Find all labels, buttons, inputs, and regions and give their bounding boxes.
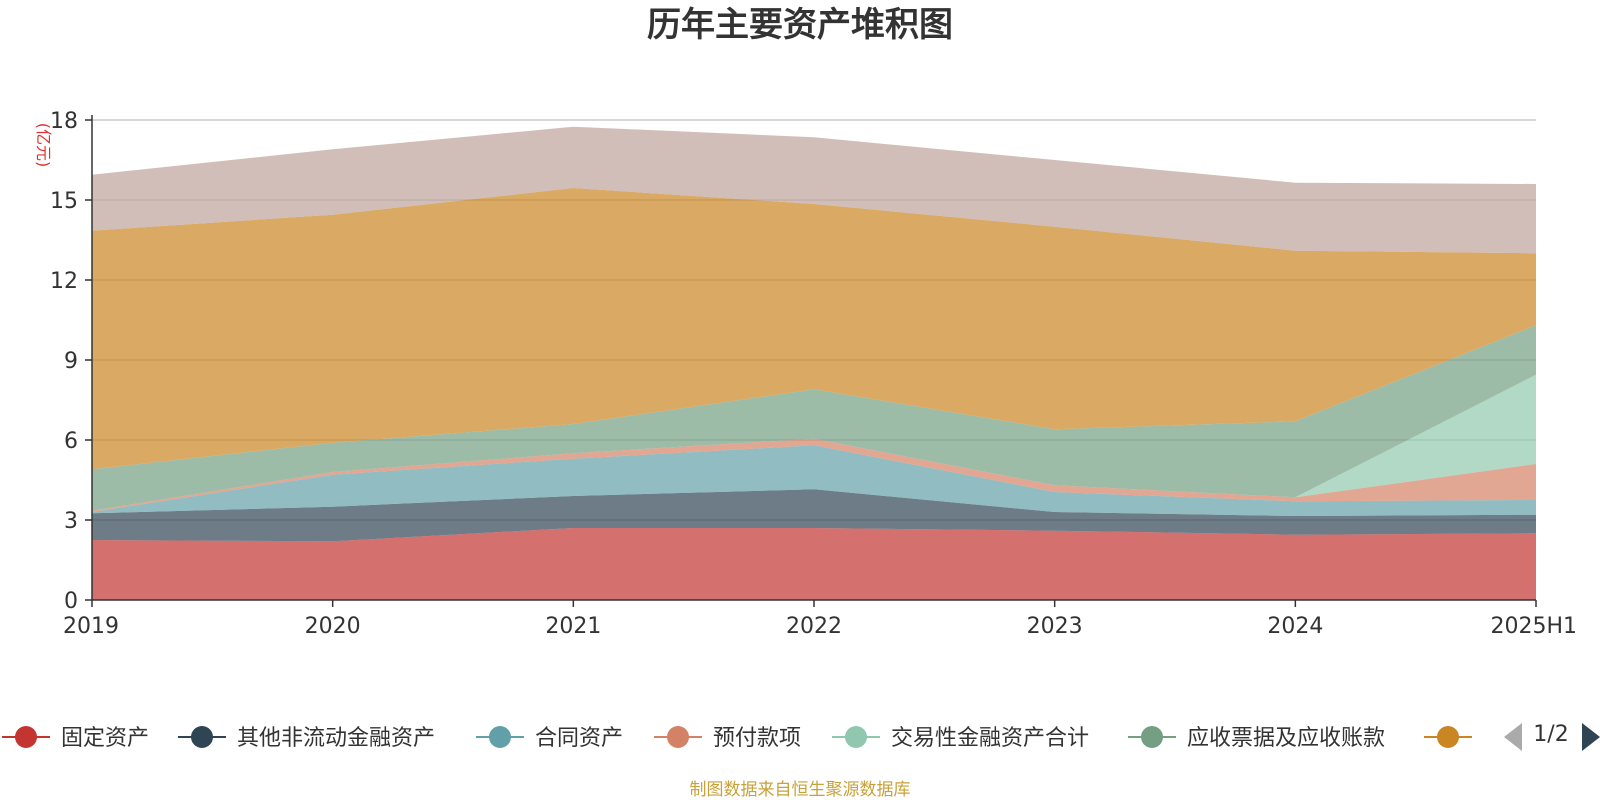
legend-item-0[interactable]: 固定资产 (2, 726, 149, 751)
legend-label: 应收票据及应收账款 (1187, 726, 1385, 751)
y-tick-label: 18 (50, 109, 78, 134)
area-series-5[interactable] (92, 325, 1536, 511)
axes: 0 3 6 9 12 15 18 2019 2020 2021 2022 2023 2024 2025H1 (50, 109, 1577, 639)
x-tick-label: 2019 (63, 614, 119, 639)
legend-label: 固定资产 (61, 726, 149, 751)
legend-page-indicator: 1/2 (1533, 722, 1568, 747)
legend-item-1[interactable]: 其他非流动金融资产 (178, 726, 435, 751)
legend: 固定资产 其他非流动金融资产 合同资产 预付款项 交易性金融资产合计 应收票据及应收账款 (2, 726, 1472, 751)
legend-item-6[interactable] (1424, 726, 1472, 748)
x-tick-label: 2020 (305, 614, 361, 639)
legend-label: 交易性金融资产合计 (891, 726, 1089, 751)
y-tick-label: 3 (64, 509, 78, 534)
legend-item-4[interactable]: 交易性金融资产合计 (832, 726, 1089, 751)
legend-next-page-icon[interactable] (1582, 723, 1600, 751)
legend-item-5[interactable]: 应收票据及应收账款 (1128, 726, 1385, 751)
legend-marker-icon (667, 726, 689, 748)
area-series-6[interactable] (92, 188, 1536, 470)
legend-marker-icon (1141, 726, 1163, 748)
y-tick-label: 9 (64, 349, 78, 374)
x-tick-label: 2022 (786, 614, 842, 639)
area-series (92, 126, 1536, 600)
area-series-3[interactable] (92, 438, 1536, 512)
y-tick-label: 0 (64, 589, 78, 614)
area-series-7[interactable] (92, 126, 1536, 254)
data-source-note: 制图数据来自恒生聚源数据库 (690, 780, 911, 800)
legend-item-3[interactable]: 预付款项 (654, 726, 801, 751)
legend-marker-icon (1437, 726, 1459, 748)
x-tick-label: 2021 (545, 614, 601, 639)
legend-marker-icon (845, 726, 867, 748)
legend-label: 其他非流动金融资产 (237, 726, 435, 751)
area-series-0[interactable] (92, 528, 1536, 600)
y-axis-unit: (亿元) (34, 123, 53, 168)
legend-label: 合同资产 (535, 726, 623, 751)
legend-label: 预付款项 (713, 726, 801, 751)
x-tick-label: 2025H1 (1490, 614, 1577, 639)
legend-marker-icon (15, 726, 37, 748)
legend-marker-icon (489, 726, 511, 748)
x-tick-label: 2024 (1267, 614, 1323, 639)
y-tick-label: 15 (50, 189, 78, 214)
y-tick-label: 6 (64, 429, 78, 454)
x-tick-label: 2023 (1027, 614, 1083, 639)
area-series-1[interactable] (92, 489, 1536, 542)
legend-marker-icon (191, 726, 213, 748)
legend-pager: 1/2 (1504, 722, 1600, 751)
y-tick-label: 12 (50, 269, 78, 294)
legend-item-2[interactable]: 合同资产 (476, 726, 623, 751)
legend-prev-page-icon[interactable] (1504, 723, 1522, 751)
chart-title: 历年主要资产堆积图 (647, 5, 953, 45)
area-series-2[interactable] (92, 445, 1536, 516)
